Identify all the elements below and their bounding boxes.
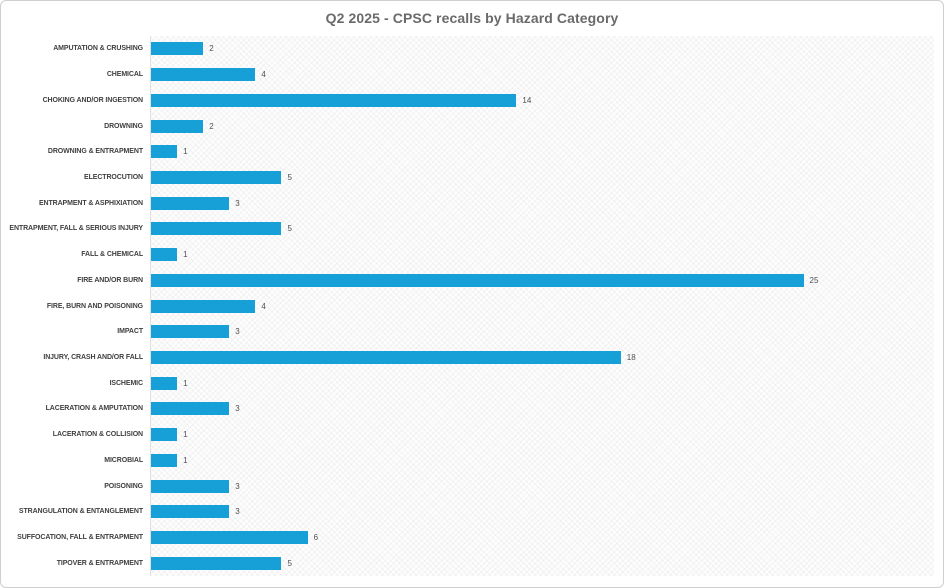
bar-value-label: 1	[183, 147, 188, 157]
bar-value-label: 1	[183, 455, 188, 465]
bar-row: 2	[151, 113, 934, 139]
category-label: FIRE, BURN AND POISONING	[46, 302, 143, 310]
category-label: IMPACT	[117, 328, 143, 336]
category-label: ELECTROCUTION	[84, 173, 143, 181]
bar-row: 1	[151, 370, 934, 396]
category-label: POISONING	[104, 482, 143, 490]
bar	[151, 42, 204, 56]
bar	[151, 196, 230, 210]
category-labels: AMPUTATION & CRUSHING CHEMICAL CHOKING AND…	[1, 36, 143, 576]
bar	[151, 248, 178, 262]
category-label: TIPOVER & ENTRAPMENT	[56, 559, 143, 567]
bar-value-label: 3	[235, 481, 240, 491]
bar-value-label: 18	[626, 352, 636, 362]
bar-value-label: 14	[522, 95, 532, 105]
bar-row: 4	[151, 293, 934, 319]
bar	[151, 453, 178, 467]
plot-area: 2 4 14 2 1 5 3 5 1 25 4 3 18 1 3 1 1 3 3 6 5	[150, 36, 934, 576]
bar-value-label: 1	[183, 378, 188, 388]
bar	[151, 479, 230, 493]
bar-row: 1	[151, 448, 934, 474]
category-label: LACERATION & AMPUTATION	[45, 405, 143, 413]
category-label: AMPUTATION & CRUSHING	[53, 45, 143, 53]
category-label: CHOKING AND/OR INGESTION	[42, 96, 144, 104]
bar-row: 4	[151, 62, 934, 88]
bar	[151, 119, 204, 133]
bar-row: 14	[151, 87, 934, 113]
bar-value-label: 3	[235, 404, 240, 414]
bar-row: 1	[151, 139, 934, 165]
category-label: DROWNING & ENTRAPMENT	[47, 148, 143, 156]
category-label: ENTRAPMENT & ASPHIXIATION	[38, 199, 143, 207]
bar-value-label: 3	[235, 507, 240, 517]
bar-value-label: 1	[183, 430, 188, 440]
category-label: FIRE AND/OR BURN	[77, 276, 143, 284]
bar-value-label: 3	[235, 327, 240, 337]
bar-row: 5	[151, 165, 934, 191]
bar	[151, 299, 256, 313]
bar-value-label: 2	[209, 121, 214, 131]
bar-row: 3	[151, 396, 934, 422]
bar-value-label: 2	[209, 44, 214, 54]
category-label: DROWNING	[104, 122, 143, 130]
bar-row: 18	[151, 345, 934, 371]
bar	[151, 145, 178, 159]
bar-value-label: 6	[313, 533, 319, 543]
bar	[151, 402, 230, 416]
bar	[151, 68, 256, 82]
bar-row: 5	[151, 550, 934, 576]
bar	[151, 505, 230, 519]
bar-value-label: 5	[287, 224, 292, 234]
bar-value-label: 5	[287, 558, 292, 568]
category-label: ENTRAPMENT, FALL & SERIOUS INJURY	[9, 225, 143, 233]
bar-row: 1	[151, 242, 934, 268]
bar	[151, 93, 517, 107]
bar	[151, 531, 308, 545]
bar-row: 25	[151, 267, 934, 293]
bar	[151, 170, 282, 184]
bar	[151, 376, 178, 390]
bar-value-label: 3	[235, 198, 240, 208]
bar	[151, 556, 282, 570]
category-label: MICROBIAL	[104, 456, 143, 464]
category-label: STRANGULATION & ENTANGLEMENT	[18, 508, 143, 516]
bar-row: 2	[151, 36, 934, 62]
bar-row: 3	[151, 499, 934, 525]
bar-row: 3	[151, 319, 934, 345]
category-label: SUFFOCATION, FALL & ENTRAPMENT	[17, 534, 143, 542]
bar-row: 6	[151, 525, 934, 551]
category-label: CHEMICAL	[106, 71, 143, 79]
bar-value-label: 4	[261, 301, 266, 311]
category-label: FALL & CHEMICAL	[81, 251, 143, 259]
chart-title: Q2 2025 - CPSC recalls by Hazard Categor…	[325, 10, 619, 26]
bar-row: 3	[151, 473, 934, 499]
bar	[151, 350, 621, 364]
bar	[151, 273, 804, 287]
bar-row: 5	[151, 216, 934, 242]
bar-value-label: 4	[261, 70, 266, 80]
bar-row: 1	[151, 422, 934, 448]
bar	[151, 428, 178, 442]
bar-value-label: 1	[183, 250, 188, 260]
bar-value-label: 25	[809, 275, 819, 285]
category-label: LACERATION & COLLISION	[52, 431, 143, 439]
bar	[151, 325, 230, 339]
bar-value-label: 5	[287, 172, 292, 182]
bar	[151, 222, 282, 236]
bar-row: 3	[151, 190, 934, 216]
category-label: INJURY, CRASH AND/OR FALL	[43, 353, 143, 361]
category-label: ISCHEMIC	[109, 379, 144, 387]
